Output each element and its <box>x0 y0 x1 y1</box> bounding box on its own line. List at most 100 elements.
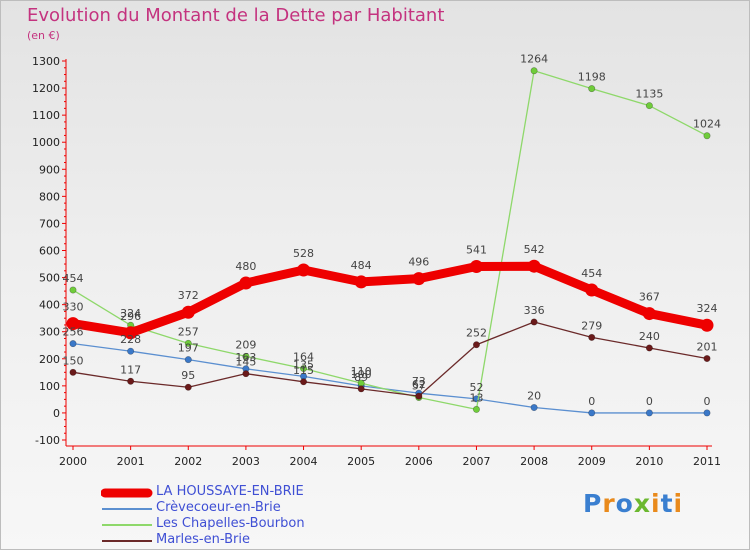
x-tick-label: 2004 <box>290 455 318 468</box>
logo-letter: P <box>583 489 603 518</box>
data-point <box>357 385 365 393</box>
data-point <box>127 347 135 355</box>
data-label: 542 <box>524 243 545 256</box>
data-point <box>242 352 250 360</box>
data-label: 0 <box>704 395 711 408</box>
data-label: 296 <box>120 310 141 323</box>
data-label: 117 <box>120 363 141 376</box>
legend-swatch <box>102 508 152 510</box>
data-label: 257 <box>178 325 199 338</box>
y-tick-label: 1100 <box>32 109 60 122</box>
data-label: 1198 <box>578 71 606 84</box>
data-point <box>124 326 138 340</box>
data-point <box>703 355 711 363</box>
y-tick-label: 1300 <box>32 55 60 68</box>
data-point <box>642 307 656 321</box>
y-tick-label: 500 <box>39 272 60 285</box>
data-point <box>588 409 596 417</box>
data-label: 0 <box>588 395 595 408</box>
data-label: 1264 <box>520 53 548 66</box>
y-tick-label: 1000 <box>32 136 60 149</box>
data-point <box>412 272 426 286</box>
legend-swatch <box>101 488 153 498</box>
legend-label: LA HOUSSAYE-EN-BRIE <box>156 484 304 499</box>
y-tick-label: 100 <box>39 380 60 393</box>
y-tick-label: 900 <box>39 163 60 176</box>
series-0 <box>66 259 714 340</box>
y-tick-label: 300 <box>39 326 60 339</box>
data-point <box>472 341 480 349</box>
x-tick-label: 2001 <box>117 455 145 468</box>
series-line <box>72 342 708 414</box>
logo-letter: x <box>633 489 651 518</box>
series-line <box>68 261 712 338</box>
y-tick-label: 800 <box>39 190 60 203</box>
data-point <box>184 339 192 347</box>
data-point <box>472 405 480 413</box>
data-point <box>69 340 77 348</box>
data-label: 197 <box>178 342 199 355</box>
series-2 <box>69 67 711 413</box>
data-point <box>645 409 653 417</box>
data-label: 480 <box>235 260 256 273</box>
data-label: 324 <box>120 307 141 320</box>
data-point <box>645 344 653 352</box>
x-tick-label: 2008 <box>520 455 548 468</box>
data-label: 209 <box>235 338 256 351</box>
x-tick-label: 2011 <box>693 455 721 468</box>
data-point <box>127 377 135 385</box>
data-label: 57 <box>412 379 426 392</box>
data-point <box>530 404 538 412</box>
series-layer <box>66 67 714 417</box>
y-tick-label: -100 <box>35 434 60 447</box>
chart-subtitle: (en €) <box>27 29 60 42</box>
chart-title: Evolution du Montant de la Dette par Hab… <box>27 5 445 26</box>
logo-letter: r <box>602 489 616 518</box>
data-label: 73 <box>412 375 426 388</box>
legend-label: Les Chapelles-Bourbon <box>156 516 305 531</box>
data-label: 62 <box>412 378 426 391</box>
chart-axes: -100010020030040050060070080090010001100… <box>32 55 721 468</box>
data-label: 89 <box>354 371 368 384</box>
data-label: 541 <box>466 243 487 256</box>
series-1 <box>69 340 711 417</box>
series-line <box>72 321 708 397</box>
data-point <box>69 368 77 376</box>
data-point <box>300 365 308 373</box>
data-label: 110 <box>351 365 372 378</box>
data-label: 164 <box>293 351 314 364</box>
y-tick-label: 600 <box>39 245 60 258</box>
data-label: 256 <box>63 326 84 339</box>
data-label: 1135 <box>635 88 663 101</box>
data-point <box>527 259 541 273</box>
data-point <box>588 333 596 341</box>
data-point <box>66 317 80 331</box>
data-point <box>588 85 596 93</box>
data-point <box>184 356 192 364</box>
legend-swatch <box>102 540 152 542</box>
y-tick-label: 700 <box>39 217 60 230</box>
x-tick-label: 2002 <box>174 455 202 468</box>
y-tick-label: 1200 <box>32 82 60 95</box>
data-label: 252 <box>466 327 487 340</box>
data-label: 372 <box>178 289 199 302</box>
legend-label: Marles-en-Brie <box>156 532 250 547</box>
data-point <box>530 318 538 326</box>
data-point <box>530 67 538 75</box>
x-tick-label: 2006 <box>405 455 433 468</box>
series-line <box>72 70 708 411</box>
data-point <box>181 305 195 319</box>
data-point <box>703 409 711 417</box>
logo-letter: o <box>615 489 634 518</box>
data-labels-layer: 330 296 372 480 528 484 496 541 542 454 367 324 256 2… <box>63 53 722 408</box>
data-label: 496 <box>408 256 429 269</box>
data-label: 52 <box>469 381 483 394</box>
data-label: 0 <box>646 395 653 408</box>
data-point <box>300 378 308 386</box>
data-point <box>585 283 599 297</box>
data-label: 201 <box>697 341 718 354</box>
data-label: 454 <box>581 267 602 280</box>
x-tick-label: 2005 <box>347 455 375 468</box>
x-tick-label: 2010 <box>635 455 663 468</box>
